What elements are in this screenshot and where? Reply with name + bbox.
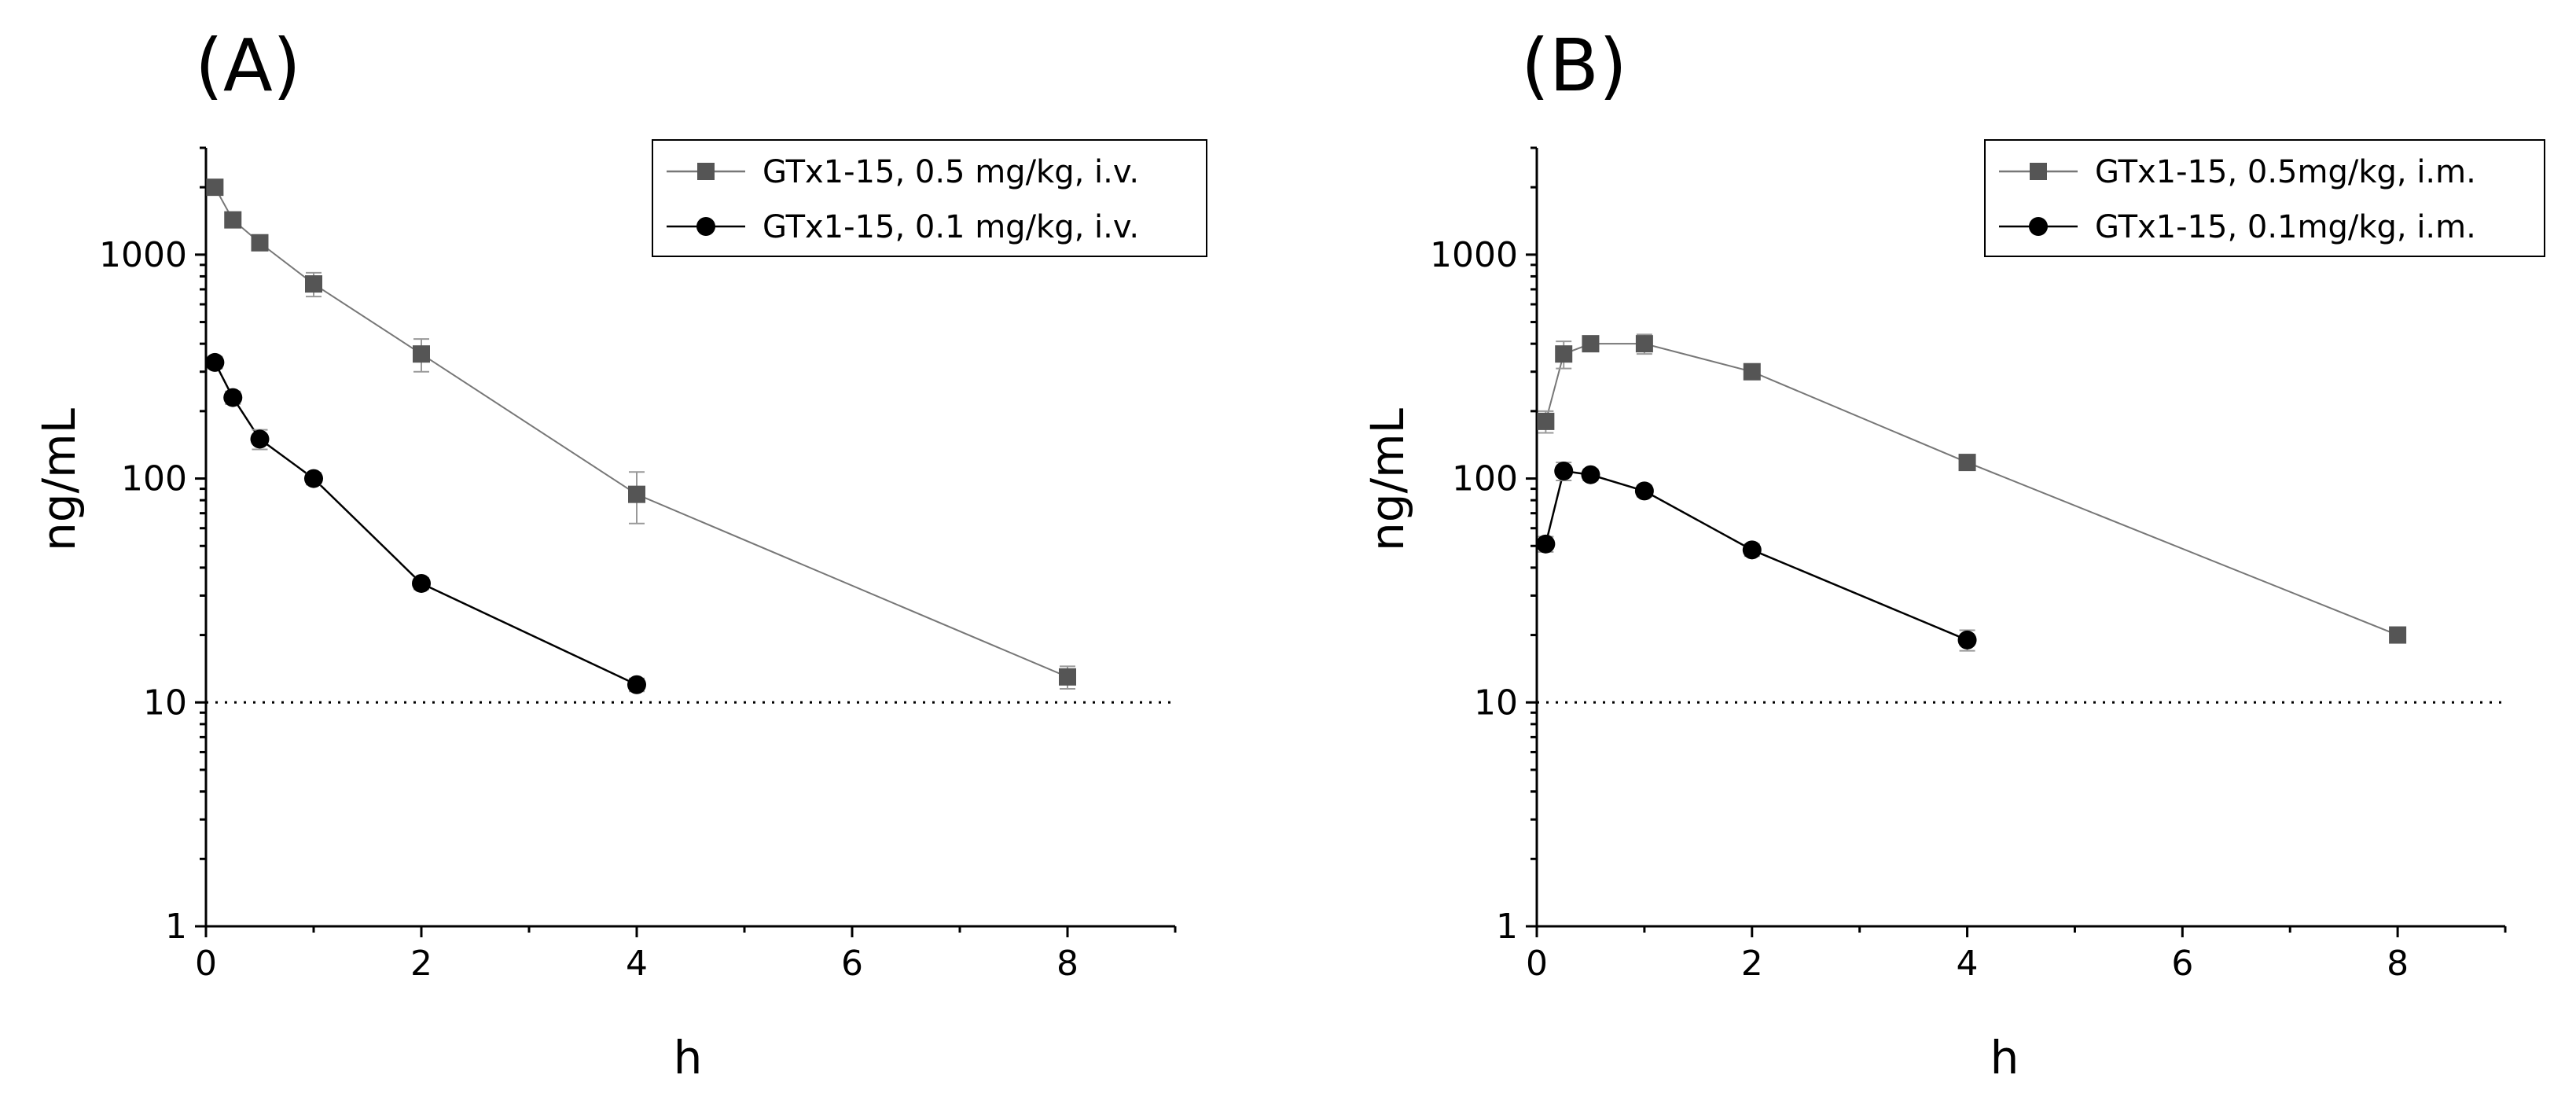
x-tick-label: 8: [2387, 944, 2409, 984]
panel-b-xlabel: h: [1990, 1031, 2019, 1084]
x-tick-label: 6: [2171, 944, 2193, 984]
data-point-square: [628, 485, 645, 503]
data-point-circle: [1536, 534, 1556, 554]
x-tick-label: 2: [410, 944, 432, 984]
panel-b-ylabel: ng/mL: [1361, 408, 1414, 551]
data-point-circle: [205, 352, 225, 372]
data-point-circle: [1581, 465, 1600, 484]
x-tick-label: 4: [626, 944, 648, 984]
y-tick-label: 1: [165, 907, 187, 947]
panel-a-ylabel: ng/mL: [32, 408, 86, 551]
y-tick-label: 10: [1474, 683, 1518, 723]
panel-b-label: (B): [1521, 24, 1627, 108]
data-point-square: [305, 275, 322, 293]
x-tick-label: 0: [1526, 944, 1548, 984]
legend-marker-square: [697, 163, 715, 180]
data-point-circle: [627, 675, 646, 694]
series-line: [214, 186, 1068, 678]
legend: GTx1-15, 0.5mg/kg, i.m. GTx1-15, 0.1mg/kg…: [1984, 139, 2545, 257]
data-point-circle: [412, 573, 431, 593]
data-point-square: [1537, 412, 1555, 430]
x-tick-label: 4: [1957, 944, 1979, 984]
data-point-circle: [1742, 540, 1762, 560]
data-point-circle: [1554, 462, 1574, 481]
x-tick-label: 2: [1741, 944, 1763, 984]
series-line: [1545, 469, 1968, 642]
data-point-circle: [304, 469, 323, 488]
legend: GTx1-15, 0.5 mg/kg, i.v. GTx1-15, 0.1 mg/…: [652, 139, 1207, 257]
y-tick-label: 1000: [1430, 235, 1518, 275]
panel-b: (B) h ng/mL 0 2 4 6 8 1 10 100 1000 GTx1-15, 0.5m…: [1361, 24, 2545, 1084]
y-tick-label: 1000: [99, 235, 187, 275]
data-point-circle: [250, 429, 270, 449]
legend-marker-circle: [2029, 217, 2048, 236]
data-point-square: [1958, 454, 1976, 472]
series-high-dose: [1537, 333, 2407, 644]
panel-a: (A) h ng/mL 0 2 4 6 8 1 10 100 1000 GTx1-15, 0.5 …: [32, 24, 1207, 1084]
data-point-square: [1635, 335, 1653, 353]
y-tick-label: 10: [143, 683, 187, 723]
data-point-circle: [1634, 481, 1654, 501]
legend-entry-label: GTx1-15, 0.1mg/kg, i.m.: [2095, 209, 2476, 245]
series-high-dose: [206, 178, 1076, 690]
x-tick-label: 0: [195, 944, 217, 984]
series-low-dose: [205, 352, 646, 694]
data-point-circle: [1957, 630, 1977, 650]
legend-marker-square: [2030, 163, 2047, 180]
data-point-square: [1582, 335, 1600, 353]
data-point-square: [413, 345, 430, 363]
panel-a-xlabel: h: [674, 1031, 703, 1084]
y-tick-label: 100: [121, 459, 187, 499]
legend-marker-circle: [696, 217, 715, 236]
series-line: [1545, 343, 2398, 636]
data-point-square: [224, 211, 242, 229]
series-line: [214, 362, 638, 686]
data-point-circle: [223, 388, 243, 407]
panel-a-label: (A): [195, 24, 301, 108]
legend-box: [652, 139, 1207, 257]
data-point-square: [1059, 668, 1076, 686]
data-point-square: [2389, 626, 2407, 644]
legend-entry-label: GTx1-15, 0.5 mg/kg, i.v.: [763, 154, 1139, 190]
y-tick-label: 100: [1452, 459, 1518, 499]
x-tick-label: 6: [841, 944, 863, 984]
data-point-square: [1743, 362, 1761, 381]
data-point-square: [1555, 345, 1573, 363]
series-low-dose: [1536, 462, 1977, 652]
data-point-square: [251, 234, 269, 252]
data-point-square: [206, 178, 224, 197]
legend-entry-label: GTx1-15, 0.1 mg/kg, i.v.: [763, 209, 1139, 245]
legend-box: [1984, 139, 2545, 257]
y-tick-label: 1: [1496, 907, 1518, 947]
x-tick-label: 8: [1056, 944, 1079, 984]
legend-entry-label: GTx1-15, 0.5mg/kg, i.m.: [2095, 154, 2476, 190]
